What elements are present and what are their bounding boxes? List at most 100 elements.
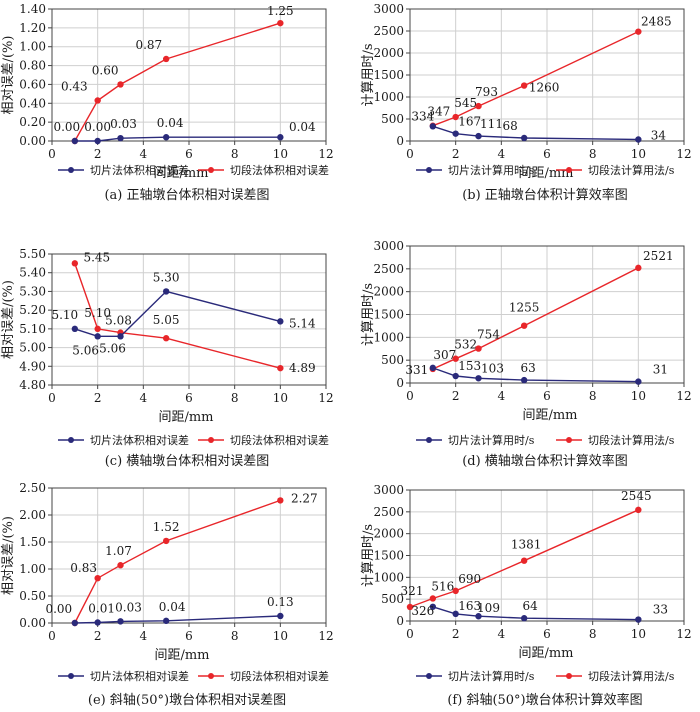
plot-frame [409,8,685,142]
y-tick-label: 0 [396,376,404,390]
x-tick-label: 4 [140,147,148,161]
x-tick-label: 0 [406,147,414,161]
y-axis-title: 相对误差/(%) [1,36,16,115]
data-label: 0.01 [88,601,115,615]
y-tick-label: 1500 [373,68,404,82]
data-point [277,612,284,620]
data-label: 5.06 [99,341,126,355]
data-label: 4.89 [289,361,316,375]
data-point [277,19,284,27]
x-tick-label: 0 [48,391,56,405]
x-axis-title: 间距/mm [518,646,573,661]
data-point [475,375,482,382]
data-label: 331 [405,363,428,377]
legend-swatch-marker [208,167,214,173]
data-label: 163 [458,599,481,613]
legend-label: 切片法体积相对误差 [90,669,189,683]
data-label: 5.06 [72,343,99,357]
data-label: 31 [653,363,668,377]
data-point [520,134,528,142]
data-label: 0.13 [267,595,294,609]
data-label: 0.43 [61,79,88,93]
x-tick-label: 10 [631,389,646,403]
x-tick-label: 12 [318,391,333,405]
legend-label: 切片法体积相对误差 [90,433,189,447]
data-point [117,134,124,142]
data-label: 0.00 [53,120,80,134]
y-axis-title: 计算用时/s [361,524,376,587]
y-tick-label: 0.80 [19,59,46,73]
data-point [162,288,170,295]
data-label: 321 [401,584,424,598]
data-label: 0.83 [70,561,97,575]
data-point [635,264,642,272]
x-tick-label: 6 [185,147,193,161]
legend-label: 切片法计算用时/s [448,669,535,683]
legend-label: 切段法计算用法/s [588,669,675,683]
data-label: 1.07 [105,544,132,558]
y-tick-label: 2.50 [19,481,46,495]
data-point [94,619,101,626]
y-tick-label: 3000 [373,2,404,16]
y-tick-label: 2500 [373,262,404,276]
legend-label: 切段法体积相对误差 [230,163,329,177]
x-tick-label: 4 [498,147,506,161]
data-point [94,137,101,145]
data-label: 0.03 [115,600,142,614]
legend-swatch-marker [208,437,214,443]
chart-caption: (d) 横轴墩台体积计算效率图 [462,453,628,469]
data-label: 0.87 [135,38,162,52]
x-tick-label: 6 [543,147,551,161]
data-point [162,537,170,545]
data-point [452,355,459,362]
x-tick-label: 2 [94,147,102,161]
data-point [162,617,170,625]
x-tick-label: 0 [406,627,414,641]
x-axis-title: 间距/mm [154,648,209,663]
data-label: 63 [521,361,536,375]
y-tick-label: 3000 [373,483,404,497]
legend-swatch-marker [566,167,572,173]
data-label: 0.00 [84,120,111,134]
y-tick-label: 0 [396,614,404,628]
data-point [94,333,101,340]
data-point [71,325,79,333]
x-tick-label: 8 [589,147,597,161]
data-point [452,610,459,618]
y-tick-label: 0.60 [19,77,46,91]
series-line-2 [432,267,639,370]
legend-swatch-marker [68,673,74,679]
legend-label: 切片法计算用时/s [448,433,535,447]
data-point [635,28,642,35]
y-tick-label: 1.20 [19,21,46,35]
y-tick-label: 500 [381,353,404,367]
data-point [71,260,79,267]
chart-panel-6: 0 500 1000 1500 2000 2500 3000 0 2 4 6 8 10 12 间距/mm 计算… [361,483,692,708]
y-tick-label: 2000 [373,46,404,60]
x-tick-label: 8 [589,627,597,641]
y-axis-title: 计算用时/s [361,283,376,346]
data-label: 2521 [643,249,674,263]
x-tick-label: 12 [676,389,691,403]
chart-caption: (f) 斜轴(50°)墩台体积计算效率图 [447,692,642,708]
data-label: 5.08 [105,314,132,328]
y-tick-label: 1000 [373,330,404,344]
chart-caption: (e) 斜轴(50°)墩台体积相对误差图 [88,693,286,708]
chart-panel-4: 0 500 1000 1500 2000 2500 3000 0 2 4 6 8 10 12 间距/mm 计算… [361,239,692,469]
data-point [452,130,459,137]
y-tick-label: 1.00 [19,40,46,54]
data-label: 5.05 [153,313,180,327]
data-point [635,506,642,514]
x-tick-label: 12 [676,147,691,161]
data-point [406,603,414,611]
data-label: 1381 [511,538,542,552]
data-label: 1.52 [153,520,180,534]
x-tick-label: 6 [543,389,551,403]
data-label: 793 [475,85,498,99]
x-tick-label: 6 [185,629,193,643]
legend-swatch-marker [426,167,432,173]
y-tick-label: 2500 [373,505,404,519]
data-point [94,97,101,104]
data-point [117,81,124,88]
